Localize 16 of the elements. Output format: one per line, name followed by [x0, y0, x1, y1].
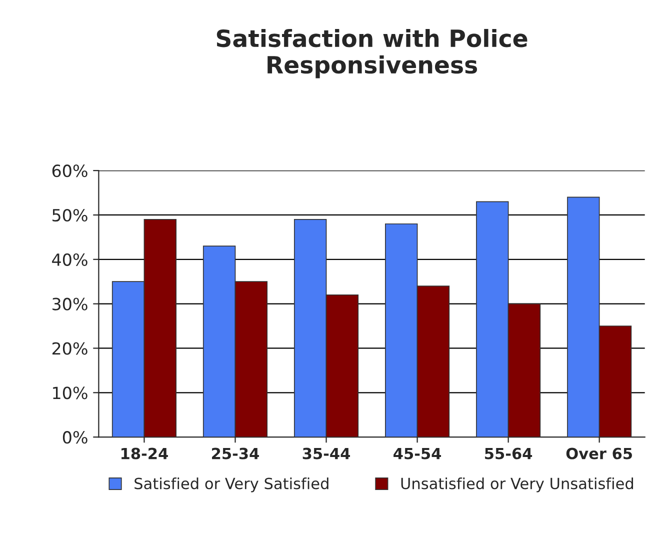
y-tick-label: 0%: [62, 431, 88, 444]
x-tick-label: Over 65: [566, 448, 632, 460]
legend-label: Unsatisfied or Very Unsatisfied: [401, 477, 634, 492]
y-tick-label: 20%: [52, 342, 88, 355]
x-tick-label: 35-44: [302, 448, 350, 460]
x-tick-label: 25-34: [212, 448, 259, 460]
x-tick-label: 18-24: [122, 448, 168, 460]
y-tick-label: 60%: [52, 164, 88, 178]
legend-label: Satisfied or Very Satisfied: [134, 477, 328, 492]
x-tick-label: 55-64: [485, 448, 532, 460]
y-tick-label: 40%: [52, 253, 88, 266]
y-tick-label: 30%: [52, 298, 88, 310]
x-tick-label: 45-54: [394, 448, 442, 460]
y-tick-label: 10%: [53, 386, 88, 400]
chart-title: Satisfaction with Police Responsiveness: [216, 28, 528, 78]
y-tick-label: 50%: [52, 208, 88, 222]
